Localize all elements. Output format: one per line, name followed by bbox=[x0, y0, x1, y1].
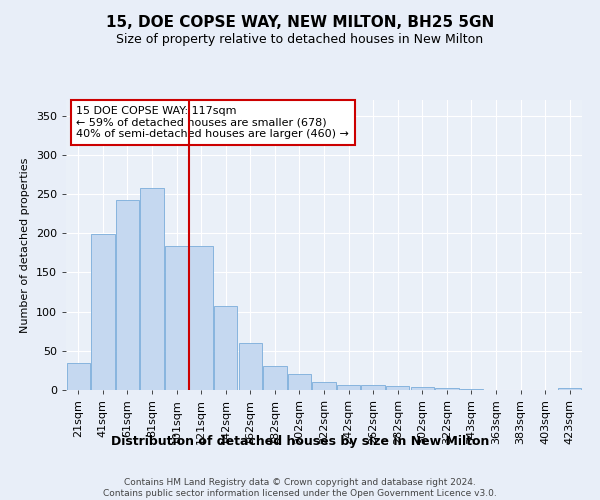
Bar bbox=[67, 362, 90, 390]
Bar bbox=[214, 306, 238, 390]
Bar bbox=[190, 246, 213, 390]
Bar bbox=[263, 366, 287, 390]
Bar bbox=[165, 246, 188, 390]
Bar bbox=[337, 386, 360, 390]
Bar bbox=[313, 382, 335, 390]
Bar bbox=[288, 374, 311, 390]
Bar bbox=[410, 387, 434, 390]
Bar bbox=[239, 343, 262, 390]
Bar bbox=[386, 386, 409, 390]
Bar bbox=[558, 388, 581, 390]
Bar bbox=[140, 188, 164, 390]
Text: Distribution of detached houses by size in New Milton: Distribution of detached houses by size … bbox=[111, 435, 489, 448]
Bar bbox=[361, 386, 385, 390]
Bar bbox=[91, 234, 115, 390]
Bar bbox=[435, 388, 458, 390]
Text: 15, DOE COPSE WAY, NEW MILTON, BH25 5GN: 15, DOE COPSE WAY, NEW MILTON, BH25 5GN bbox=[106, 15, 494, 30]
Text: 15 DOE COPSE WAY: 117sqm
← 59% of detached houses are smaller (678)
40% of semi-: 15 DOE COPSE WAY: 117sqm ← 59% of detach… bbox=[76, 106, 349, 139]
Bar bbox=[116, 200, 139, 390]
Bar bbox=[460, 389, 483, 390]
Text: Size of property relative to detached houses in New Milton: Size of property relative to detached ho… bbox=[116, 32, 484, 46]
Y-axis label: Number of detached properties: Number of detached properties bbox=[20, 158, 30, 332]
Text: Contains HM Land Registry data © Crown copyright and database right 2024.
Contai: Contains HM Land Registry data © Crown c… bbox=[103, 478, 497, 498]
